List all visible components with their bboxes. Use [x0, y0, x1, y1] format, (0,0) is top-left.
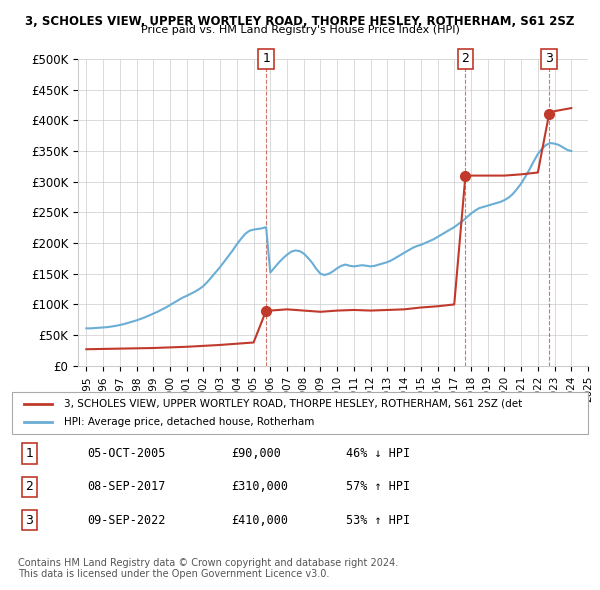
FancyBboxPatch shape [12, 392, 588, 434]
Text: 05-OCT-2005: 05-OCT-2005 [87, 447, 165, 460]
Text: £90,000: £90,000 [231, 447, 281, 460]
Text: This data is licensed under the Open Government Licence v3.0.: This data is licensed under the Open Gov… [18, 569, 329, 579]
Text: 3: 3 [545, 53, 553, 65]
Text: 3, SCHOLES VIEW, UPPER WORTLEY ROAD, THORPE HESLEY, ROTHERHAM, S61 2SZ: 3, SCHOLES VIEW, UPPER WORTLEY ROAD, THO… [25, 15, 575, 28]
Text: 46% ↓ HPI: 46% ↓ HPI [346, 447, 410, 460]
Text: HPI: Average price, detached house, Rotherham: HPI: Average price, detached house, Roth… [64, 417, 314, 427]
Text: 3, SCHOLES VIEW, UPPER WORTLEY ROAD, THORPE HESLEY, ROTHERHAM, S61 2SZ (det: 3, SCHOLES VIEW, UPPER WORTLEY ROAD, THO… [64, 399, 522, 409]
Text: 53% ↑ HPI: 53% ↑ HPI [346, 514, 410, 527]
Text: 09-SEP-2022: 09-SEP-2022 [87, 514, 165, 527]
Text: 1: 1 [262, 53, 270, 65]
Text: 08-SEP-2017: 08-SEP-2017 [87, 480, 165, 493]
Text: 3: 3 [25, 514, 33, 527]
Text: £310,000: £310,000 [231, 480, 288, 493]
Text: Price paid vs. HM Land Registry's House Price Index (HPI): Price paid vs. HM Land Registry's House … [140, 25, 460, 35]
Text: 2: 2 [25, 480, 33, 493]
Text: 57% ↑ HPI: 57% ↑ HPI [346, 480, 410, 493]
Text: 1: 1 [25, 447, 33, 460]
Text: Contains HM Land Registry data © Crown copyright and database right 2024.: Contains HM Land Registry data © Crown c… [18, 558, 398, 568]
Text: £410,000: £410,000 [231, 514, 288, 527]
Text: 2: 2 [461, 53, 469, 65]
